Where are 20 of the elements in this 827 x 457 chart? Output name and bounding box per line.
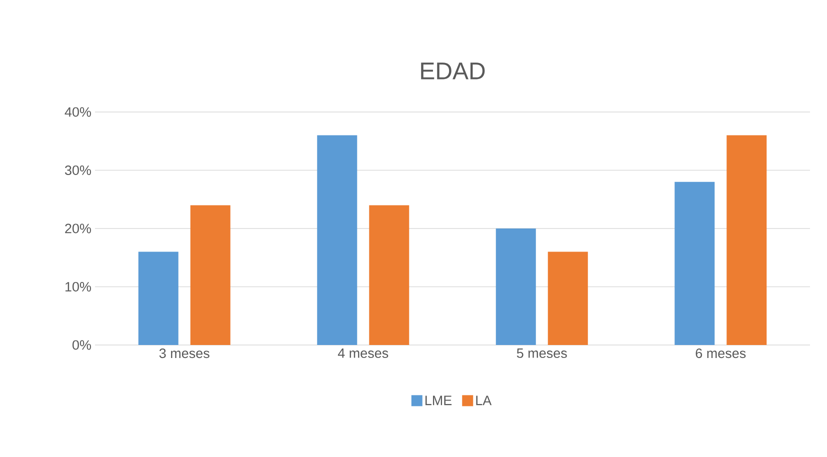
legend-label: LA [476,396,492,406]
y-tick-label: 40% [64,107,91,117]
bar [138,252,178,345]
x-tick-label: 4 meses [338,348,388,358]
y-tick-label: 30% [64,165,91,176]
bar [317,135,358,345]
legend-label: LME [425,396,452,406]
x-tick-label: 5 meses [516,348,567,358]
bar [496,228,536,345]
y-tick-label: 20% [65,224,91,234]
x-tick-label: 3 meses [159,348,210,358]
chart-title: EDAD [421,62,485,80]
bar [190,205,230,345]
bar [674,182,715,345]
bar [726,135,767,345]
y-tick-label: 0% [72,340,91,350]
x-tick-label: 6 meses [696,348,746,358]
y-tick-label: 10% [65,282,91,292]
bar [369,205,410,345]
bar [548,252,588,345]
